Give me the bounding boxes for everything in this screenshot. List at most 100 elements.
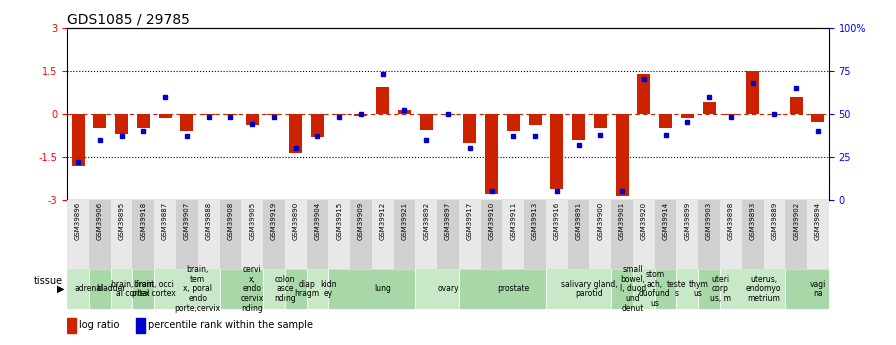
- Text: GSM39920: GSM39920: [641, 201, 647, 240]
- Text: tissue: tissue: [33, 276, 63, 286]
- Text: brain, front
al cortex: brain, front al cortex: [111, 279, 154, 298]
- Text: uteri
corp
us, m: uteri corp us, m: [710, 275, 730, 303]
- Text: GSM39888: GSM39888: [206, 201, 211, 240]
- Text: lung: lung: [375, 284, 392, 294]
- Bar: [698, 200, 720, 269]
- Bar: [372, 200, 393, 269]
- Bar: [503, 200, 524, 269]
- Text: percentile rank within the sample: percentile rank within the sample: [148, 321, 313, 331]
- Bar: [419, 114, 433, 130]
- Text: GSM39891: GSM39891: [575, 201, 582, 240]
- Bar: [676, 269, 698, 309]
- Text: bladder: bladder: [96, 284, 125, 294]
- Bar: [702, 102, 716, 114]
- Text: GSM39915: GSM39915: [336, 201, 342, 240]
- Bar: [176, 200, 198, 269]
- Text: stom
ach,
duofund
us: stom ach, duofund us: [639, 270, 670, 308]
- Text: GSM39907: GSM39907: [184, 201, 190, 240]
- Text: GSM39893: GSM39893: [750, 201, 755, 240]
- Bar: [263, 269, 285, 309]
- Text: GSM39905: GSM39905: [249, 201, 255, 240]
- Bar: [785, 200, 807, 269]
- Text: GSM39913: GSM39913: [532, 201, 538, 240]
- Bar: [724, 114, 737, 115]
- Bar: [442, 114, 454, 115]
- Bar: [332, 114, 346, 115]
- Bar: [485, 114, 498, 194]
- Bar: [111, 269, 133, 309]
- Bar: [633, 269, 655, 309]
- Text: GSM39911: GSM39911: [511, 201, 516, 240]
- Text: GSM39906: GSM39906: [97, 201, 103, 240]
- Text: GSM39904: GSM39904: [314, 201, 321, 240]
- Bar: [746, 71, 759, 114]
- Text: small
bowel,
I, duod
und
denut: small bowel, I, duod und denut: [620, 265, 646, 313]
- Text: GSM39901: GSM39901: [619, 201, 625, 240]
- Text: GSM39917: GSM39917: [467, 201, 473, 240]
- Bar: [698, 269, 720, 309]
- Bar: [812, 114, 824, 122]
- Bar: [180, 114, 194, 131]
- Bar: [416, 200, 437, 269]
- Text: GSM39892: GSM39892: [423, 201, 429, 240]
- Bar: [111, 200, 133, 269]
- Bar: [550, 114, 564, 189]
- Bar: [220, 200, 241, 269]
- Text: ovary: ovary: [437, 284, 459, 294]
- Bar: [720, 200, 742, 269]
- Text: GSM39887: GSM39887: [162, 201, 168, 240]
- Text: GSM39894: GSM39894: [815, 201, 821, 240]
- Bar: [306, 269, 328, 309]
- Bar: [67, 269, 829, 309]
- Text: GSM39910: GSM39910: [488, 201, 495, 240]
- Bar: [637, 73, 650, 114]
- Bar: [89, 269, 111, 309]
- Text: thym
us: thym us: [688, 279, 708, 298]
- Text: GSM39914: GSM39914: [663, 201, 668, 240]
- Text: ▶: ▶: [57, 284, 65, 294]
- Bar: [93, 114, 107, 128]
- Bar: [246, 114, 259, 125]
- Bar: [763, 200, 785, 269]
- Bar: [224, 114, 237, 115]
- Bar: [285, 200, 306, 269]
- Bar: [67, 200, 829, 269]
- Bar: [241, 200, 263, 269]
- Bar: [198, 200, 220, 269]
- Text: GDS1085 / 29785: GDS1085 / 29785: [67, 12, 190, 27]
- Text: GSM39908: GSM39908: [228, 201, 233, 240]
- Bar: [133, 269, 154, 309]
- Text: GSM39916: GSM39916: [554, 201, 560, 240]
- Bar: [350, 200, 372, 269]
- Bar: [202, 114, 215, 115]
- Text: prostate: prostate: [497, 284, 530, 294]
- Text: GSM39890: GSM39890: [293, 201, 298, 240]
- Bar: [154, 269, 220, 309]
- Bar: [529, 114, 541, 125]
- Bar: [659, 114, 672, 128]
- Bar: [289, 114, 302, 152]
- Bar: [459, 269, 546, 309]
- Text: GSM39919: GSM39919: [271, 201, 277, 240]
- Bar: [785, 269, 829, 309]
- Bar: [136, 318, 145, 333]
- Bar: [154, 200, 176, 269]
- Text: kidn
ey: kidn ey: [320, 279, 337, 298]
- Bar: [159, 114, 172, 118]
- Bar: [267, 114, 280, 115]
- Bar: [67, 269, 89, 309]
- Text: brain,
tem
x, poral
endo
porte,cervix: brain, tem x, poral endo porte,cervix: [175, 265, 220, 313]
- Text: adrenal: adrenal: [74, 284, 104, 294]
- Bar: [572, 114, 585, 140]
- Text: GSM39921: GSM39921: [401, 201, 408, 240]
- Bar: [720, 269, 785, 309]
- Bar: [67, 318, 76, 333]
- Bar: [328, 269, 416, 309]
- Bar: [416, 269, 459, 309]
- Bar: [633, 200, 655, 269]
- Text: GSM39898: GSM39898: [728, 201, 734, 240]
- Text: colon
asce
nding: colon asce nding: [274, 275, 296, 303]
- Text: GSM39897: GSM39897: [445, 201, 451, 240]
- Bar: [220, 269, 263, 309]
- Text: GSM39895: GSM39895: [118, 201, 125, 240]
